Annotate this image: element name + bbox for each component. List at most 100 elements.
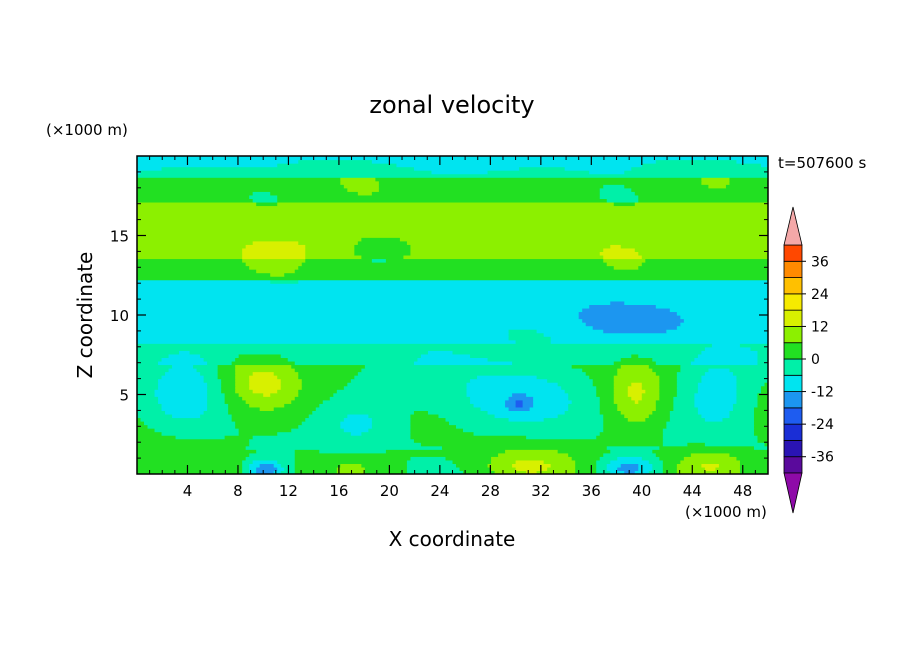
field-cell: [515, 339, 552, 344]
field-cell: [676, 470, 741, 474]
field-cell: [161, 357, 205, 362]
chart-title: zonal velocity: [369, 91, 534, 119]
field-cell: [350, 378, 471, 383]
field-cell: [242, 258, 306, 263]
field-cell: [235, 375, 250, 380]
field-cell: [568, 403, 601, 408]
field-cell: [231, 417, 306, 422]
field-cell: [301, 262, 608, 267]
field-cell: [676, 325, 768, 330]
field-cell: [137, 332, 510, 337]
field-cell: [729, 410, 755, 415]
field-cell: [207, 396, 226, 401]
field-cell: [158, 396, 208, 401]
field-cell: [137, 385, 159, 390]
field-cell: [378, 180, 702, 185]
field-cell: [137, 403, 163, 408]
x-axis: 4 8 12 16 20 24 28 32 36 40 44 48: [149, 156, 756, 500]
field-cell: [137, 311, 580, 316]
field-cell: [487, 170, 590, 175]
field-cell: [270, 279, 299, 284]
field-cell: [137, 442, 250, 447]
field-cell: [627, 392, 643, 397]
field-cell: [599, 396, 615, 401]
field-cell: [137, 230, 768, 235]
field-cell: [221, 389, 236, 394]
field-cell: [410, 417, 447, 422]
field-cell: [406, 466, 461, 472]
field-cell: [736, 382, 766, 387]
field-cell: [585, 322, 681, 327]
field-cell: [284, 403, 320, 408]
field-cell: [753, 413, 768, 419]
field-cell: [137, 254, 243, 260]
field-cell: [638, 198, 768, 203]
field-cell: [732, 406, 755, 411]
field-cell: [736, 159, 768, 164]
field-cell: [676, 389, 699, 394]
field-cell: [406, 470, 464, 474]
field-cell: [245, 244, 306, 249]
field-cell: [137, 283, 768, 288]
field-cell: [340, 463, 362, 468]
field-cell: [137, 417, 142, 422]
field-cell: [445, 456, 492, 461]
field-cell: [357, 371, 587, 376]
field-cell: [413, 360, 513, 366]
field-cell: [701, 413, 731, 419]
field-cell: [648, 459, 664, 464]
field-cell: [207, 406, 229, 411]
field-cell: [343, 417, 373, 422]
field-cell: [298, 265, 615, 270]
field-cell: [466, 389, 566, 394]
field-cell: [137, 205, 768, 210]
field-cell: [410, 456, 447, 461]
field-cell: [361, 368, 583, 373]
field-cell: [154, 389, 208, 394]
field-cell: [522, 403, 534, 408]
field-cell: [620, 463, 639, 468]
field-cell: [757, 357, 768, 362]
field-cell: [364, 466, 408, 472]
field-cell: [729, 177, 768, 182]
field-cell: [144, 421, 236, 426]
field-cell: [277, 163, 398, 168]
field-cell: [154, 428, 240, 433]
field-cell: [697, 385, 738, 390]
field-cell: [361, 431, 412, 436]
field-cell: [452, 350, 702, 355]
field-cell: [575, 470, 597, 474]
field-cell: [273, 371, 299, 376]
field-cell: [378, 187, 601, 192]
field-cell: [736, 375, 768, 380]
colorbar-tick-label: -36: [811, 450, 834, 466]
field-cell: [137, 438, 250, 443]
field-cell: [207, 382, 222, 387]
x-tick-label: 8: [233, 482, 243, 500]
x-tick-label: 40: [632, 482, 651, 500]
field-cell: [378, 184, 604, 189]
field-cell: [676, 382, 699, 387]
field-cell: [701, 350, 759, 355]
field-cell: [137, 212, 768, 217]
field-cell: [441, 445, 608, 450]
field-cell: [410, 431, 475, 436]
field-cell: [137, 322, 587, 327]
field-cell: [624, 300, 768, 305]
field-cell: [364, 470, 408, 474]
colorbar-over-arrow: [783, 206, 803, 246]
field-cell: [161, 403, 208, 408]
field-cell: [235, 378, 250, 383]
field-cell: [564, 389, 597, 394]
field-cell: [697, 389, 738, 394]
field-cell: [473, 431, 601, 436]
field-cell: [137, 463, 243, 468]
field-cell: [137, 258, 243, 263]
colorbar-band: [783, 374, 803, 392]
colorbar-tick-label: -24: [811, 417, 834, 433]
field-cell: [659, 392, 678, 397]
field-cell: [158, 399, 208, 404]
field-cell: [729, 180, 768, 185]
field-cell: [603, 254, 643, 260]
colorbar-band: [783, 260, 803, 278]
